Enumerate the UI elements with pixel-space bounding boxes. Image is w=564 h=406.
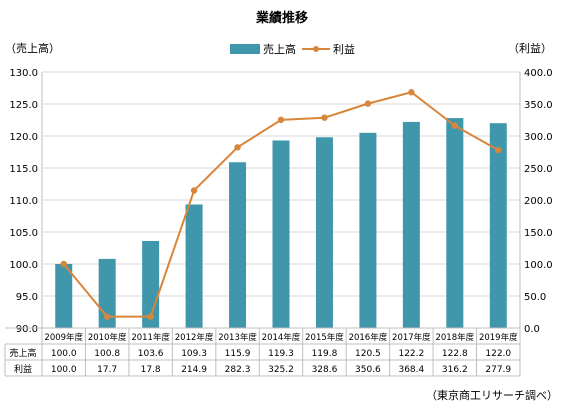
category-label: 2017年度 [392,332,431,343]
left-axis-label: （売上高） [5,41,60,55]
left-tick-label: 95.0 [16,292,38,303]
right-axis-label: （利益） [508,41,552,55]
table-cell: 316.2 [442,365,468,375]
left-tick-label: 120.0 [9,132,38,143]
profit-line [60,89,502,320]
bar-sales [55,264,73,328]
table-cell: 109.3 [181,349,207,359]
right-axis-ticks: 0.0 50.0 100.0 150.0 200.0 250.0 300.0 350.0 400… [524,68,553,335]
bar-sales [446,118,464,328]
legend-line-marker [313,46,319,52]
category-label: 2018年度 [435,332,474,343]
category-label: 2015年度 [305,332,344,343]
category-label: 2012年度 [175,332,214,343]
table-cell: 115.9 [225,349,251,359]
profit-point [234,144,241,151]
profit-point [147,313,154,320]
bar-sales [315,137,333,328]
right-tick-label: 400.0 [524,68,553,79]
left-axis-ticks: 90.0 95.0 100.0 105.0 110.0 115.0 120.0 125.0 13… [9,68,38,335]
table-cell: 119.8 [312,349,338,359]
profit-point [60,260,67,268]
bar-sales [185,204,203,328]
bar-sales [359,132,377,328]
source-note: （東京商工リサーチ調べ） [426,388,558,402]
table-cell: 277.9 [485,365,511,375]
profit-point [103,313,111,320]
table-cell: 103.6 [138,349,164,359]
profit-point [495,146,502,154]
table-cell: 350.6 [355,365,381,375]
right-tick-label: 200.0 [524,196,553,207]
category-label: 2013年度 [218,332,257,343]
bar-sales [489,123,507,328]
category-label: 2016年度 [349,332,388,343]
legend: 売上高 利益 [230,42,355,56]
table-cell: 328.6 [312,365,338,375]
legend-label-sales: 売上高 [263,42,296,56]
table-cell: 120.5 [355,349,381,359]
table-cell: 122.8 [442,349,468,359]
profit-point [190,187,198,194]
table-cell: 282.3 [225,365,251,375]
right-tick-label: 100.0 [524,260,553,271]
profit-point [451,122,459,129]
chart-title: 業績推移 [255,10,308,26]
table-cell: 368.4 [398,365,424,375]
category-label: 2009年度 [44,332,83,343]
table-cell: 214.9 [181,365,207,375]
left-tick-label: 110.0 [9,196,38,207]
category-label: 2011年度 [131,332,170,343]
left-tick-label: 125.0 [9,100,38,111]
bar-sales [229,162,247,328]
left-tick-label: 90.0 [16,324,38,335]
category-label: 2014年度 [262,332,301,343]
table-cell: 325.2 [268,365,294,375]
category-label: 2010年度 [88,332,127,343]
profit-point [364,100,372,107]
right-tick-label: 250.0 [524,164,553,175]
table-cell: 100.8 [94,349,120,359]
table-cell: 100.0 [51,365,77,375]
legend-label-profit: 利益 [333,42,355,56]
bars [55,118,507,328]
category-label: 2019年度 [479,332,518,343]
table-cell: 122.2 [398,349,424,359]
table-cell: 122.0 [485,349,511,359]
legend-bar-swatch [230,44,260,54]
profit-point [277,116,285,124]
table-row-label: 売上高 [9,347,36,359]
profit-point [408,89,415,96]
bar-sales [272,140,290,328]
right-tick-label: 150.0 [524,228,553,239]
right-tick-label: 300.0 [524,132,553,143]
right-tick-label: 350.0 [524,100,553,111]
table-cell: 119.3 [268,349,294,359]
profit-point [321,114,328,121]
table-cell: 17.8 [141,365,161,375]
left-tick-label: 130.0 [9,68,38,79]
left-tick-label: 115.0 [9,164,38,175]
right-tick-label: 0.0 [524,324,540,335]
left-tick-label: 100.0 [9,260,38,271]
bar-sales [402,121,420,328]
right-tick-label: 50.0 [524,292,546,303]
left-tick-label: 105.0 [9,228,38,239]
table-cell: 100.0 [51,349,77,359]
table-row-label: 利益 [14,363,32,375]
data-table: 2009年度 2010年度 2011年度 2012年度 2013年度 2014年度 2015… [4,327,521,377]
table-cell: 17.7 [97,365,117,375]
